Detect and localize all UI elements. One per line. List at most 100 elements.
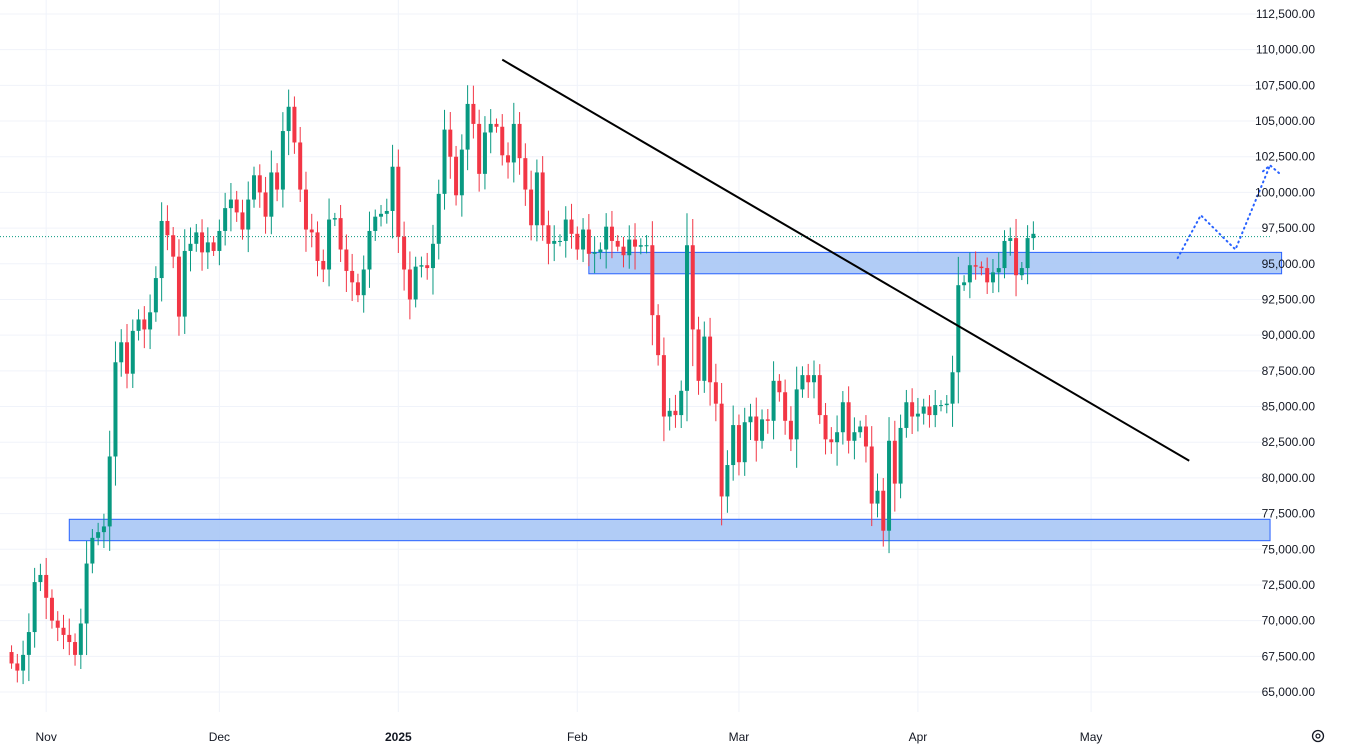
candle-down (529, 189, 534, 226)
candle-up (760, 419, 765, 441)
candle-up (107, 456, 112, 527)
candle-down (200, 232, 205, 253)
candle-up (1019, 268, 1024, 276)
candle-down (586, 229, 591, 254)
y-tick-label: 67,500.00 (1262, 649, 1316, 663)
candle-down (425, 265, 430, 269)
projection-path[interactable] (1176, 164, 1272, 260)
candle-down (713, 382, 718, 404)
candle-up (90, 537, 95, 564)
candle-up (898, 427, 903, 484)
candle-up (944, 403, 949, 406)
x-tick-label: Mar (729, 730, 750, 744)
candle-down (1014, 238, 1019, 276)
candle-up (194, 232, 199, 244)
candle-up (38, 574, 43, 583)
candle-up (604, 226, 609, 250)
candle-down (892, 440, 897, 484)
candle-up (419, 265, 424, 267)
candle-down (257, 175, 262, 193)
x-axis[interactable]: Nov Dec 2025 Feb Mar Apr May (36, 730, 1103, 744)
candle-up (679, 390, 684, 416)
candle-up (1008, 238, 1013, 241)
y-tick-label: 102,500.00 (1255, 150, 1315, 164)
candle-up (228, 199, 233, 209)
candle-up (835, 432, 840, 443)
candle-up (563, 219, 568, 241)
y-tick-label: 82,500.00 (1262, 435, 1316, 449)
candle-up (875, 490, 880, 504)
y-axis[interactable]: 65,000.00 67,500.00 70,000.00 72,500.00 75,0… (1255, 7, 1315, 699)
candle-up (332, 218, 337, 220)
support-resistance-zones[interactable] (68, 251, 1283, 542)
candle-down (344, 249, 349, 271)
candle-down (402, 236, 407, 270)
candle-up (286, 106, 291, 132)
candle-up (413, 266, 418, 300)
candle-down (448, 129, 453, 157)
candle-up (557, 240, 562, 242)
candle-down (846, 402, 851, 441)
candle-down (9, 652, 14, 664)
candle-down (690, 245, 695, 330)
candle-down (125, 342, 130, 374)
candle-up (280, 131, 285, 190)
candle-down (869, 446, 874, 504)
candle-up (442, 129, 447, 194)
trendline[interactable] (501, 58, 1190, 462)
candle-up (430, 243, 435, 269)
candle-up (205, 242, 210, 253)
candle-up (223, 208, 228, 231)
price-zone[interactable] (68, 518, 1271, 542)
candle-up (644, 245, 649, 247)
candle-up (956, 285, 961, 373)
candle-up (950, 372, 955, 404)
candle-down (49, 597, 54, 621)
candle-down (506, 155, 511, 163)
y-tick-label: 105,000.00 (1255, 114, 1315, 128)
candle-down (240, 212, 245, 230)
candle-down (736, 425, 741, 463)
candle-up (840, 402, 845, 433)
candle-down (44, 574, 49, 598)
candle-up (390, 166, 395, 211)
candle-down (211, 242, 216, 251)
candle-down (985, 268, 990, 283)
x-tick-label: Feb (567, 730, 588, 744)
y-tick-label: 100,000.00 (1255, 185, 1315, 199)
candle-up (436, 193, 441, 244)
candle-down (656, 315, 661, 356)
candle-up (182, 250, 187, 317)
candle-up (858, 426, 863, 433)
settings-button[interactable] (1311, 729, 1325, 743)
candle-down (615, 240, 620, 247)
candle-up (459, 149, 464, 196)
candle-up (990, 272, 995, 283)
candle-down (540, 172, 545, 226)
candle-down (407, 269, 412, 300)
candle-down (165, 220, 170, 236)
candle-up (130, 330, 135, 374)
candle-up (511, 123, 516, 163)
candle-up (361, 269, 366, 296)
x-tick-label: Dec (209, 730, 230, 744)
candle-up (1002, 240, 1007, 269)
y-tick-label: 110,000.00 (1256, 43, 1315, 57)
candle-down (55, 620, 60, 628)
candle-down (142, 319, 147, 330)
candle-down (176, 256, 181, 317)
candle-down (234, 199, 239, 213)
candle-down (517, 123, 522, 159)
candle-up (921, 406, 926, 414)
candle-down (263, 192, 268, 217)
candle-up (21, 654, 26, 671)
candle-down (621, 246, 626, 256)
candle-down (609, 226, 614, 241)
candle-down (454, 156, 459, 196)
candle-up (598, 249, 603, 253)
candle-down (719, 403, 724, 497)
y-tick-label: 85,000.00 (1262, 400, 1316, 414)
candle-up (96, 532, 101, 538)
x-tick-label: Apr (909, 730, 928, 744)
